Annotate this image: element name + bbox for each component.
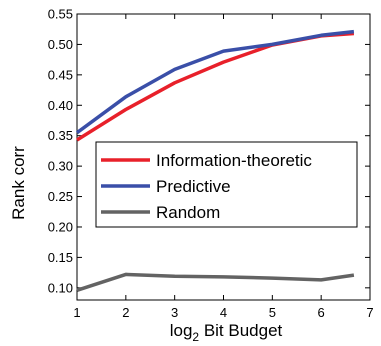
y-tick-label: 0.25	[48, 189, 73, 204]
y-tick-label: 0.30	[48, 159, 73, 174]
y-axis-label: Rank corr	[9, 146, 28, 220]
x-axis-label-rest: Bit Budget	[199, 321, 282, 340]
legend-label-information-theoretic: Information-theoretic	[156, 151, 312, 170]
series-line-random	[76, 272, 355, 292]
series-line-information-theoretic	[76, 31, 355, 142]
x-axis-label: log2 Bit Budget	[170, 321, 283, 344]
legend-label-predictive: Predictive	[156, 177, 231, 196]
y-tick-label: 0.35	[48, 128, 73, 143]
x-tick-label: 7	[366, 305, 373, 320]
y-tick-label: 0.20	[48, 219, 73, 234]
axis-ticks: 1 2 3 4 5 6 7 0.10 0.15 0.20 0.25 0.30 0.35 0.40 0.45 0…	[48, 7, 374, 321]
x-tick-label: 1	[73, 305, 80, 320]
x-tick-label: 5	[269, 305, 276, 320]
y-tick-label: 0.45	[48, 67, 73, 82]
series-lines	[75, 29, 355, 292]
x-tick-label: 2	[122, 305, 129, 320]
x-tick-label: 4	[220, 305, 227, 320]
legend-label-random: Random	[156, 203, 220, 222]
x-axis-label-base: log	[170, 321, 193, 340]
series-line-predictive	[75, 29, 355, 135]
y-tick-label: 0.50	[48, 37, 73, 52]
x-axis-label-subscript: 2	[192, 330, 199, 344]
legend: Information-theoretic Predictive Random	[95, 141, 358, 228]
x-tick-label: 3	[171, 305, 178, 320]
y-tick-label: 0.40	[48, 98, 73, 113]
y-tick-label: 0.10	[48, 280, 73, 295]
x-tick-label: 6	[318, 305, 325, 320]
y-tick-label: 0.55	[48, 7, 73, 22]
y-tick-label: 0.15	[48, 250, 73, 265]
